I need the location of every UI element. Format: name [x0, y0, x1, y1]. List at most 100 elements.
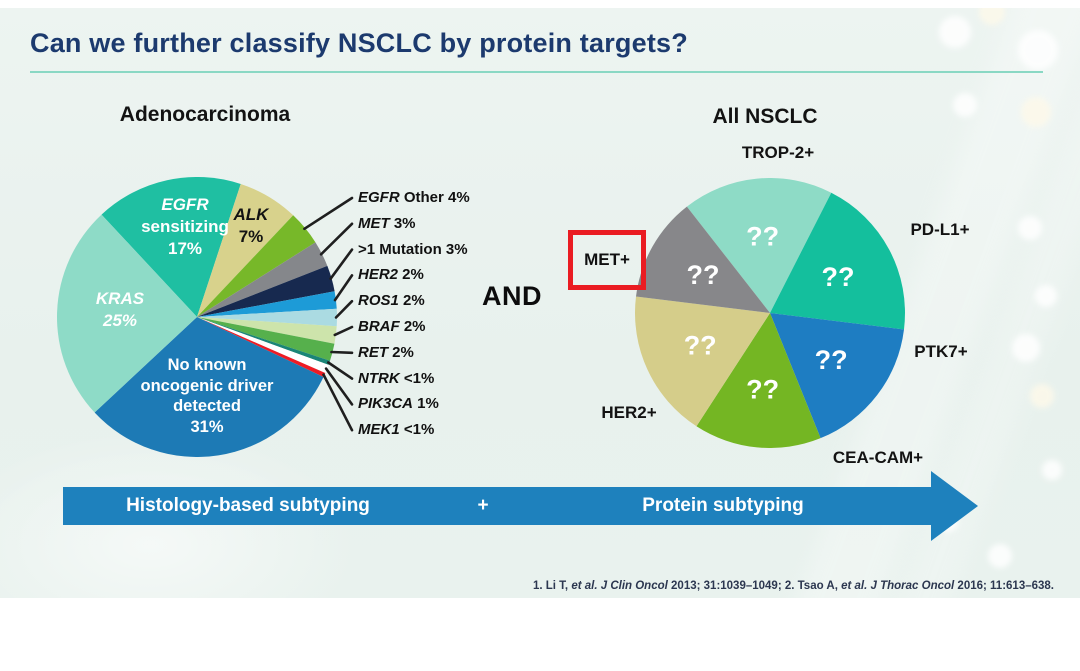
legend-item: RET 2%: [358, 344, 414, 362]
pie-slice-cea-cam-: [696, 313, 821, 448]
bokeh-dot: [953, 93, 977, 117]
bokeh-dot: [1018, 30, 1058, 70]
pie-slice-ret: [197, 317, 335, 361]
slice-label-egfr-sensitizing: EGFR sensitizing 17%: [113, 194, 257, 260]
gene-name: HER2: [358, 266, 399, 284]
gene-name: NTRK: [358, 369, 400, 387]
pie-slice-egfr-sensitizing: [101, 177, 241, 317]
gene-name: ROS1: [358, 292, 399, 310]
citation-segment: :1039–1049; 2. Tsao A,: [716, 580, 842, 592]
unknown-value-label: ??: [822, 262, 855, 292]
background-glow: [0, 430, 360, 660]
legend-item: ROS1 2%: [358, 292, 425, 310]
bokeh-dot: [988, 544, 1012, 568]
bokeh-dot: [1021, 97, 1051, 127]
pie-slice-mek1: [197, 317, 326, 378]
slice-label-text: 25%: [102, 311, 138, 330]
plus-sign: +: [477, 495, 489, 516]
citation-segment: 11: [990, 580, 1003, 592]
unknown-value-label: ??: [746, 375, 779, 405]
gene-name: MET: [358, 214, 390, 232]
met-highlight-box: MET+: [568, 230, 646, 290]
pie-slice-egfr-other: [197, 215, 316, 317]
adenocarcinoma-pie-chart: [57, 177, 337, 457]
pie-slice-trop-2-: [686, 178, 832, 313]
callout-line: [333, 325, 354, 337]
pie-slice-met-: [636, 206, 770, 313]
legend-item: HER2 2%: [358, 266, 424, 284]
legend-item-value: >1 Mutation 3%: [358, 240, 468, 258]
gene-name: BRAF: [358, 318, 400, 335]
citation-segment: 1. Li T,: [532, 580, 572, 592]
bokeh-dot: [1035, 285, 1057, 307]
callout-line: [334, 299, 354, 319]
legend-item-value: Other 4%: [399, 189, 470, 206]
legend-item-value: 3%: [389, 214, 416, 232]
slice-label-pdl1: PD-L1+: [910, 220, 970, 239]
citation-segment: :613–638.: [1002, 580, 1054, 592]
legend-item: >1 Mutation 3%: [358, 241, 468, 259]
pie-slice-braf: [197, 317, 337, 344]
adenocarcinoma-chart-title: Adenocarcinoma: [119, 103, 291, 126]
histology-subtyping-label: Histology-based subtyping: [126, 495, 370, 516]
pie-slice-kras: [57, 214, 197, 413]
pie-slice-her2-: [635, 296, 770, 427]
slice-label-text: No known oncogenic driver detected 31%: [140, 356, 274, 436]
gene-name: PIK3CA: [358, 395, 414, 413]
bokeh-dot: [939, 16, 971, 48]
pie-slice-alk: [197, 184, 294, 317]
pie-slice-ros1: [197, 308, 337, 327]
pie-slice-pik3ca: [197, 317, 329, 374]
bottom-margin: [0, 598, 1080, 608]
legend-item-value: 1%: [413, 395, 439, 413]
legend-item: MEK1 <1%: [358, 421, 434, 439]
page-title: Can we further classify NSCLC by protein…: [30, 28, 688, 58]
subtyping-arrow: Histology-based subtyping + Protein subt…: [63, 471, 978, 541]
citation-segment: et al.: [841, 580, 871, 592]
pie-slice-ntrk: [197, 317, 330, 365]
legend-item-value: 2%: [399, 318, 426, 335]
bokeh-dot: [1012, 334, 1040, 362]
pie-slice-her2: [197, 291, 337, 317]
citation-segment: et al.: [571, 580, 601, 592]
slice-label-kras: KRAS 25%: [73, 288, 167, 332]
bokeh-dot: [1042, 460, 1062, 480]
legend-item-value: <1%: [399, 369, 435, 387]
slice-label-text: sensitizing 17%: [141, 217, 229, 258]
legend-item: BRAF 2%: [358, 318, 426, 336]
legend-item: EGFR Other 4%: [358, 189, 470, 207]
pie-slice--1-mutation: [197, 265, 335, 317]
gene-name: EGFR: [358, 189, 400, 206]
unknown-value-label: ??: [746, 221, 779, 251]
legend-item-value: 2%: [388, 343, 414, 361]
all-nsclc-chart-title: All NSCLC: [712, 105, 818, 128]
bokeh-dot: [1018, 216, 1042, 240]
gene-name: MEK1: [358, 421, 400, 439]
legend-item: MET 3%: [358, 215, 416, 233]
gene-name: EGFR: [161, 195, 209, 214]
gene-name: KRAS: [95, 289, 145, 308]
legend-item: NTRK <1%: [358, 370, 434, 388]
footer-citation: 1. Li T, et al. J Clin Oncol 2013; 31:10…: [533, 580, 1054, 592]
arrow-head: [931, 471, 978, 541]
title-underline: [30, 71, 1043, 73]
slice-label-met: MET+: [584, 250, 630, 269]
slice-label-trop2: TROP-2+: [741, 143, 815, 162]
citation-segment: 31: [703, 580, 717, 592]
slice-label-alk: ALK 7%: [216, 204, 286, 248]
citation-segment: J Thorac Oncol: [870, 580, 958, 592]
gene-name: RET: [358, 343, 388, 361]
pie-slice-pd-l1-: [770, 192, 905, 330]
unknown-value-label: ??: [684, 331, 717, 361]
slice-label-ceacam: CEA-CAM+: [832, 448, 924, 467]
gene-name: ALK: [233, 205, 269, 224]
legend-item-value: 2%: [398, 266, 424, 284]
legend-item-value: <1%: [399, 421, 435, 439]
slice-label-her2: HER2+: [601, 403, 657, 422]
slice-label-text: 7%: [238, 227, 264, 246]
all-nsclc-pie-chart: ????????????: [635, 178, 905, 448]
bokeh-dot: [1030, 384, 1054, 408]
pie-slice-no-known-oncogenic-driver-detected: [94, 317, 324, 457]
legend-item-value: 2%: [398, 292, 425, 310]
